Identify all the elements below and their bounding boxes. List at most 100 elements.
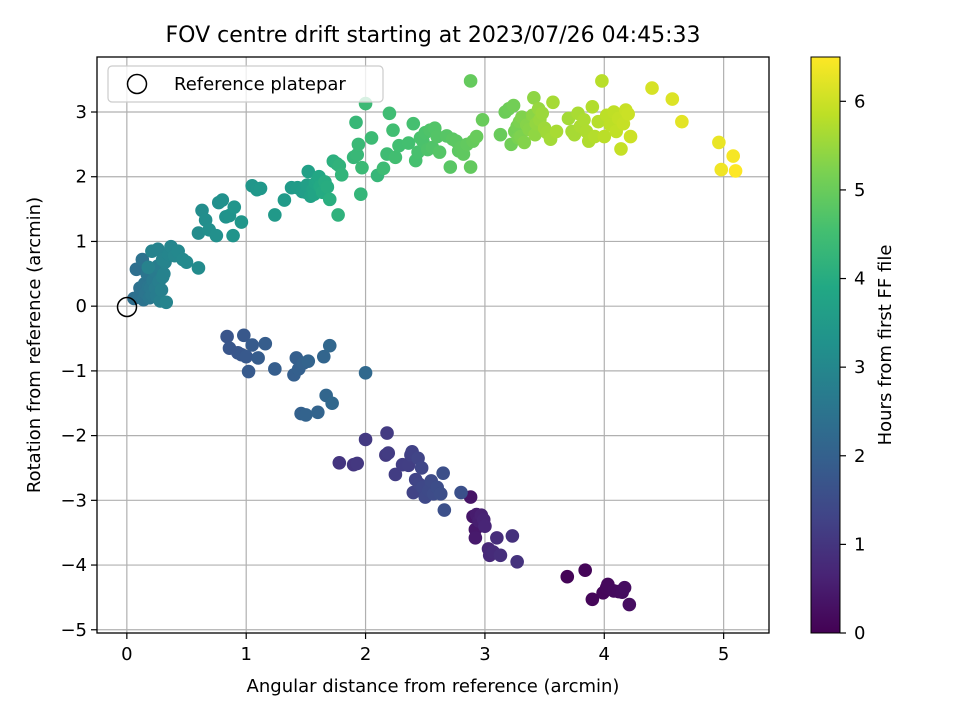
data-point: [585, 100, 600, 114]
x-tick-label: 3: [479, 644, 490, 665]
data-point: [159, 295, 174, 310]
data-point: [141, 260, 156, 275]
data-point: [209, 228, 224, 243]
colorbar-label: Hours from first FF file: [875, 245, 896, 446]
data-point: [350, 147, 365, 162]
data-point: [351, 137, 366, 152]
data-point: [316, 349, 331, 364]
x-tick-label: 0: [121, 644, 132, 665]
y-tick-label: −5: [60, 620, 87, 641]
colorbar-tick-label: 5: [854, 180, 865, 201]
legend-box: [107, 65, 384, 103]
data-point: [215, 193, 230, 207]
data-point: [239, 349, 254, 364]
data-point: [726, 149, 740, 163]
data-point: [665, 92, 680, 106]
data-point: [401, 458, 416, 473]
reference-platepar-marker: [116, 296, 138, 318]
data-point: [714, 162, 729, 177]
data-point: [191, 261, 206, 275]
data-point: [157, 267, 171, 281]
data-point: [463, 160, 478, 174]
colorbar-tick-label: 0: [854, 623, 865, 644]
data-point: [258, 336, 273, 351]
data-point: [226, 228, 240, 243]
data-point: [234, 215, 249, 229]
data-point: [621, 107, 635, 121]
plot-frame: [96, 56, 770, 634]
data-point: [237, 328, 251, 343]
data-point: [578, 563, 592, 578]
data-point: [597, 129, 612, 144]
data-point: [388, 467, 403, 482]
data-point: [227, 200, 242, 214]
colorbar-tick-label: 2: [854, 446, 865, 467]
data-point: [414, 461, 429, 475]
data-point: [493, 127, 508, 142]
data-point: [622, 597, 637, 612]
data-point: [595, 74, 609, 88]
data-point: [675, 114, 689, 129]
data-point: [478, 519, 492, 534]
x-axis-label: Angular distance from reference (arcmin): [247, 676, 620, 697]
data-point: [334, 167, 349, 182]
y-tick-label: −1: [60, 361, 87, 382]
data-point: [437, 503, 452, 517]
data-point: [645, 81, 659, 95]
data-point: [191, 226, 206, 240]
data-point: [623, 129, 638, 144]
data-point: [151, 242, 165, 257]
legend-entry-reference-platepar: Reference platepar: [174, 74, 346, 95]
y-tick-label: 2: [76, 167, 87, 188]
scatter-points: [127, 74, 743, 612]
x-tick-label: 5: [718, 644, 729, 665]
data-point: [349, 115, 363, 130]
data-point: [332, 455, 347, 470]
data-point: [350, 456, 365, 471]
data-point: [320, 180, 335, 194]
colorbar-tick-label: 1: [854, 534, 865, 555]
data-point: [528, 127, 542, 142]
data-point: [406, 116, 421, 131]
legend-reference-marker: [126, 73, 148, 95]
data-point: [241, 364, 256, 379]
data-point: [382, 106, 397, 121]
data-point: [355, 160, 369, 175]
data-point: [322, 338, 337, 353]
data-point: [386, 123, 400, 137]
data-point: [510, 555, 524, 569]
x-tick-label: 4: [599, 644, 610, 665]
colorbar-ticks: 0 1 2 3 4 5 6: [840, 91, 865, 644]
data-point: [381, 446, 396, 460]
data-point: [463, 74, 478, 88]
data-point: [301, 354, 316, 368]
data-point: [443, 160, 458, 174]
data-point: [517, 135, 532, 150]
data-point: [358, 366, 373, 380]
data-point: [535, 106, 550, 121]
data-point: [493, 548, 508, 563]
y-axis-ticks: −5 −4 −3 −2 −1 0 1 2 3: [60, 102, 97, 641]
data-point: [220, 329, 234, 344]
data-point: [299, 408, 313, 422]
colorbar: [810, 56, 841, 634]
x-tick-label: 2: [360, 644, 371, 665]
colorbar-tick-label: 6: [854, 91, 865, 112]
data-point: [475, 112, 490, 127]
chart-title: FOV centre drift starting at 2023/07/26 …: [166, 23, 701, 48]
data-point: [251, 351, 265, 365]
data-point: [268, 208, 282, 222]
data-point: [322, 192, 337, 207]
data-point: [253, 181, 268, 196]
data-point: [728, 164, 743, 178]
y-tick-label: −2: [60, 426, 87, 447]
data-point: [154, 283, 169, 297]
data-point: [436, 466, 450, 480]
data-point: [388, 150, 403, 165]
data-point: [585, 592, 600, 607]
y-tick-label: −4: [60, 555, 87, 576]
data-point: [549, 124, 564, 139]
data-point: [546, 95, 560, 110]
colorbar-tick-label: 3: [854, 357, 865, 378]
